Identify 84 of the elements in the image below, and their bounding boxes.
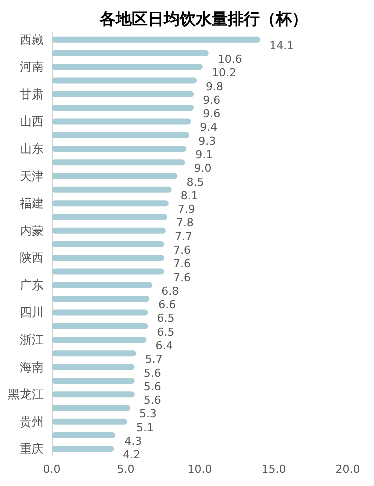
bar	[52, 50, 209, 56]
bar	[52, 132, 190, 138]
y-tick-label: 四川	[20, 306, 44, 320]
x-tick-label: 5.0	[117, 463, 135, 476]
bar	[52, 228, 166, 234]
bar	[52, 310, 148, 316]
y-tick-label: 浙江	[20, 333, 44, 348]
y-tick-label: 西藏	[20, 32, 44, 47]
data-label: 5.6	[144, 380, 162, 394]
bar	[52, 146, 187, 152]
bar	[52, 200, 169, 207]
bar	[52, 64, 203, 70]
data-label: 8.5	[186, 176, 204, 189]
data-label: 6.6	[158, 298, 176, 312]
y-tick-label: 陕西	[20, 251, 44, 266]
chart-title: 各地区日均饮水量排行（杯）	[99, 10, 308, 28]
data-label: 8.1	[180, 189, 198, 202]
y-tick-label: 天津	[20, 169, 44, 184]
data-label: 7.9	[178, 203, 196, 216]
bar	[52, 242, 164, 248]
data-label: 14.1	[270, 39, 294, 52]
data-label: 7.7	[174, 230, 192, 244]
y-tick-label: 内蒙	[20, 224, 44, 238]
bar	[52, 350, 136, 357]
data-label: 5.3	[139, 408, 157, 421]
y-tick-label: 山东	[20, 142, 44, 156]
bar	[52, 364, 135, 370]
y-tick-label: 甘肃	[20, 87, 44, 102]
y-tick-label: 黑龙江	[8, 388, 44, 402]
bar	[52, 78, 198, 84]
data-label: 5.6	[144, 366, 162, 380]
bar	[52, 214, 168, 220]
bar	[52, 392, 135, 398]
bar	[52, 432, 116, 439]
bar	[52, 405, 130, 412]
x-tick-label: 15.0	[262, 463, 286, 476]
data-label: 9.6	[203, 108, 221, 121]
bar	[52, 418, 128, 425]
data-label: 9.8	[206, 80, 224, 94]
y-tick-label: 贵州	[20, 414, 44, 429]
data-label: 7.6	[173, 244, 191, 257]
y-tick-label: 广东	[20, 278, 44, 292]
data-label: 4.3	[124, 435, 142, 448]
data-label: 9.1	[196, 148, 214, 162]
data-label: 10.2	[212, 66, 236, 80]
data-label: 9.0	[194, 162, 212, 176]
data-label: 10.6	[218, 52, 242, 66]
bar	[52, 36, 261, 43]
data-label: 5.7	[145, 353, 163, 366]
data-label: 4.2	[123, 448, 141, 462]
bar	[52, 378, 135, 384]
data-label: 6.5	[157, 326, 175, 339]
x-tick-label: 0.0	[43, 463, 61, 476]
data-label: 6.5	[157, 312, 175, 326]
bar	[52, 282, 153, 288]
bar	[52, 255, 164, 262]
y-tick-label: 海南	[20, 360, 44, 374]
bar	[52, 173, 178, 180]
bar	[52, 268, 164, 275]
x-tick-label: 10.0	[188, 463, 212, 476]
y-tick-label: 福建	[20, 196, 44, 211]
y-tick-label: 山西	[20, 114, 44, 129]
bar	[52, 91, 194, 98]
bar	[52, 105, 194, 112]
data-label: 5.6	[144, 394, 162, 408]
data-label: 9.4	[200, 121, 218, 134]
y-tick-label: 河南	[20, 60, 44, 74]
data-label: 7.6	[173, 271, 191, 284]
data-label: 7.8	[176, 216, 194, 230]
bar	[52, 296, 150, 302]
data-label: 6.4	[156, 340, 174, 353]
data-label: 7.6	[173, 258, 191, 271]
bar	[52, 160, 186, 166]
bar	[52, 337, 147, 344]
bar	[52, 118, 192, 125]
bar	[52, 186, 172, 193]
data-label: 9.6	[203, 94, 221, 107]
data-label: 6.8	[162, 284, 180, 298]
data-label: 5.1	[136, 421, 154, 434]
y-tick-label: 重庆	[20, 442, 44, 456]
x-tick-label: 20.0	[336, 463, 360, 476]
data-label: 9.3	[198, 134, 216, 148]
bar	[52, 323, 148, 330]
bar	[52, 446, 114, 452]
